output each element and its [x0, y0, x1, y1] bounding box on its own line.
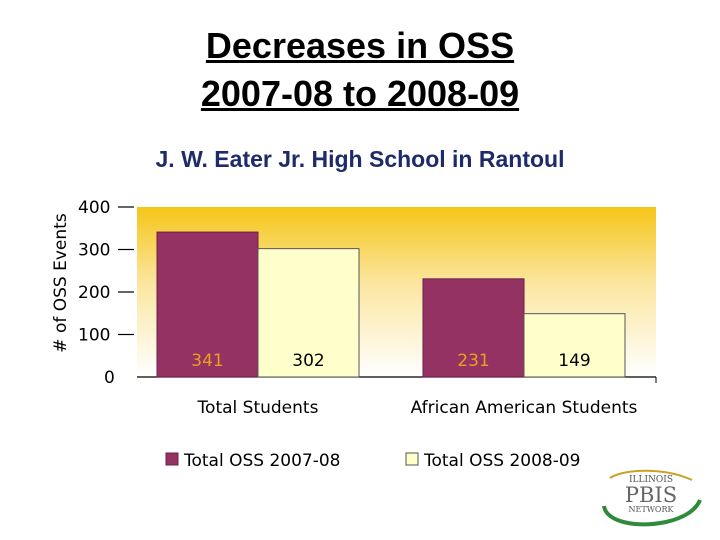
chart-title-line-1: Decreases in OSS — [205, 25, 515, 66]
pbis-network-logo: ILLINOIS PBIS NETWORK — [602, 469, 702, 527]
data-label: 341 — [191, 351, 223, 371]
bar — [156, 231, 259, 378]
legend-label: Total OSS 2008-09 — [423, 451, 581, 471]
svg-text:PBIS: PBIS — [625, 483, 677, 507]
category-label: African American Students — [411, 398, 638, 418]
category-label: Total Students — [197, 398, 319, 418]
legend-swatch — [405, 452, 419, 466]
svg-text:NETWORK: NETWORK — [629, 505, 675, 514]
legend-swatch — [165, 452, 179, 466]
chart-subtitle: J. W. Eater Jr. High School in Rantoul — [155, 146, 565, 172]
svg-text:ILLINOIS: ILLINOIS — [629, 475, 673, 485]
y-tick-label: 400 — [78, 198, 110, 218]
data-label: 149 — [558, 351, 590, 371]
bar — [422, 278, 525, 378]
bar — [523, 313, 626, 378]
data-label: 231 — [457, 351, 489, 371]
chart-title-line-2: 2007-08 to 2008-09 — [200, 73, 520, 114]
data-label: 302 — [292, 351, 324, 371]
legend-label: Total OSS 2007-08 — [183, 451, 341, 471]
y-axis-label: # of OSS Events — [51, 213, 71, 353]
y-tick-label: 100 — [78, 326, 110, 346]
y-tick-label: 300 — [78, 241, 110, 261]
bar — [257, 248, 360, 378]
y-tick-label: 0 — [104, 368, 115, 388]
y-tick-label: 200 — [78, 283, 110, 303]
